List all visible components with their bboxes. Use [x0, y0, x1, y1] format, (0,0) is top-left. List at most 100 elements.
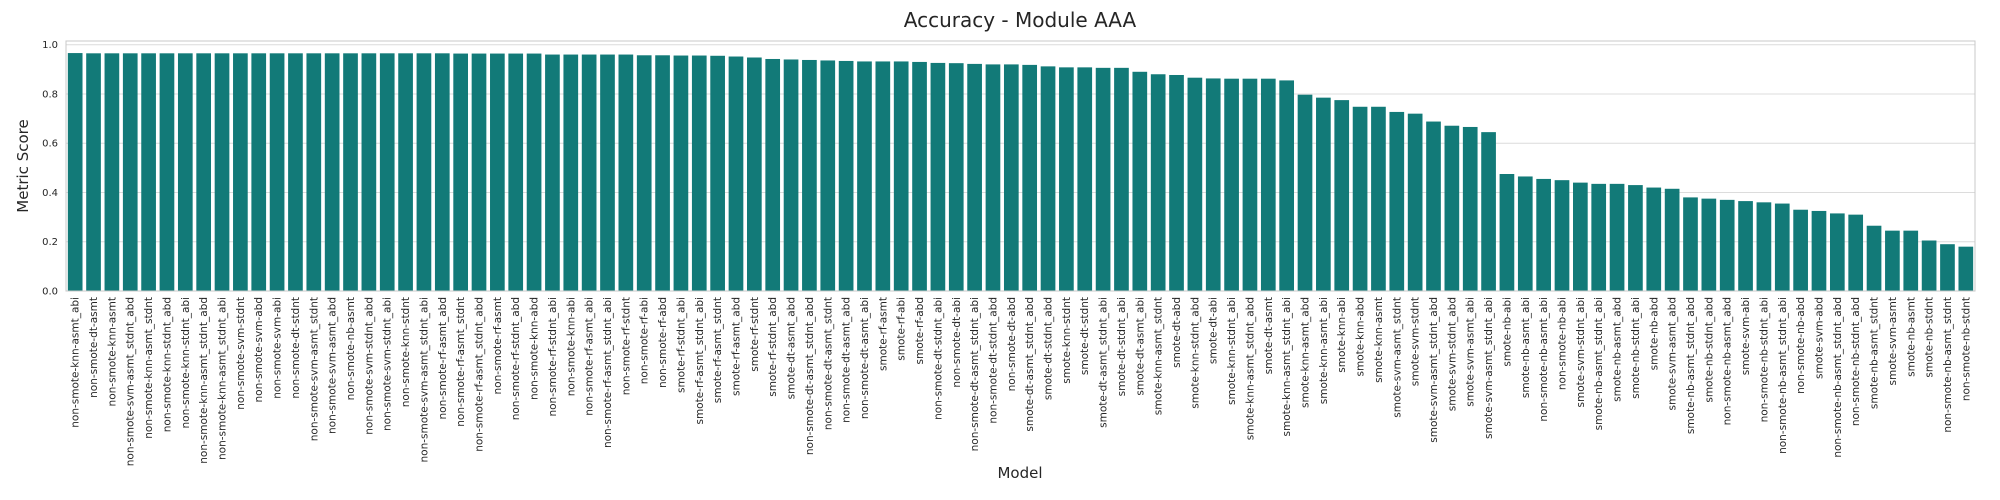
bar [1352, 106, 1368, 291]
x-tick-label: non-smote-knn-asmt_stdnt_abd [198, 297, 210, 464]
x-tick-label: smote-rf-abd [914, 297, 926, 364]
x-tick-label: smote-nb-stdnt_abi [1630, 297, 1642, 399]
bar [1958, 246, 1974, 291]
bar [159, 53, 175, 291]
bar [1554, 180, 1570, 291]
bar [1022, 64, 1038, 291]
y-tick-label: 1.0 [42, 40, 58, 51]
bar [251, 53, 267, 291]
x-tick-label: smote-rf-stdnt_abd [767, 297, 779, 397]
bar [122, 53, 138, 291]
x-tick-label: non-smote-rf-asmt_stdnt [455, 297, 467, 427]
bar [471, 53, 487, 291]
bar [875, 61, 891, 292]
x-tick-label: non-smote-rf-asmt_stdnt_abi [602, 297, 614, 448]
x-tick-label: non-smote-rf-asmt [492, 297, 504, 395]
x-tick-label: non-smote-svm-asmt_abd [327, 297, 339, 434]
x-tick-label: smote-svm-asmt_abi [1465, 297, 1477, 407]
x-tick-label: non-smote-knn-asmt_abi [70, 297, 82, 428]
bar [324, 53, 340, 291]
bar [857, 61, 872, 292]
x-tick-label: smote-knn-asmt_stdnt [1153, 297, 1165, 415]
bar [1903, 230, 1919, 291]
x-tick-label: non-smote-nb-stdnt_abi [1758, 297, 1770, 422]
x-tick-label: smote-knn-stdnt_abi [1226, 297, 1238, 405]
bar [1260, 78, 1276, 292]
y-tick-label: 0.4 [42, 188, 58, 199]
x-tick-label: non-smote-knn-stdnt_abi [180, 297, 192, 428]
x-tick-label: non-smote-svm-asmt_stdnt_abd [125, 297, 137, 466]
bar [1279, 80, 1295, 291]
x-tick-label: non-smote-svm-abi [272, 297, 284, 399]
x-tick-label: smote-dt-stdnt [1079, 297, 1091, 375]
bar [1848, 214, 1864, 291]
x-tick-label: smote-knn-abd [1355, 297, 1367, 376]
bar [453, 53, 468, 291]
bar [912, 61, 927, 291]
x-tick-label: smote-dt-asmt_abd [786, 297, 798, 399]
bar [930, 62, 946, 292]
bar [1242, 78, 1258, 292]
x-tick-label: smote-nb-asmt_stdnt_abi [1593, 297, 1605, 430]
x-tick-label: non-smote-nb-asmt_stdnt [1942, 297, 1954, 433]
bar [233, 53, 248, 291]
bar [177, 53, 193, 291]
x-tick-label: smote-svm-stdnt_abi [1575, 297, 1587, 407]
bar [948, 63, 964, 292]
bar [655, 55, 670, 292]
x-tick-label: smote-nb-asmt_abi [1520, 297, 1532, 398]
bar [379, 53, 395, 291]
bar [1169, 74, 1184, 292]
x-tick-label: smote-svm-stdnt [1410, 297, 1422, 386]
bar [1371, 106, 1386, 291]
x-tick-label: non-smote-dt-asmt_stdnt_abd [804, 297, 816, 455]
x-tick-label: smote-dt-asmt_stdnt_abd [1024, 297, 1036, 432]
x-tick-label: non-smote-nb-asmt_abi [1538, 297, 1550, 422]
x-tick-label: smote-knn-asmt_abd [1300, 297, 1312, 408]
bar [1573, 182, 1588, 291]
bar [1811, 210, 1827, 291]
bar [1187, 77, 1203, 291]
x-tick-label: smote-rf-stdnt_abi [675, 297, 687, 393]
x-tick-label: non-smote-dt-asmt_stdnt [822, 297, 834, 430]
x-tick-label: smote-dt-asmt_stdnt_abi [1098, 297, 1110, 428]
x-tick-label: smote-svm-asmt_stdnt_abd [1428, 297, 1440, 443]
x-tick-label: smote-nb-abi [1501, 297, 1513, 367]
x-tick-label: non-smote-knn-abi [565, 297, 577, 396]
y-tick-label: 0.6 [42, 139, 58, 150]
bar [618, 54, 634, 291]
bar [1517, 176, 1533, 291]
bar [1628, 185, 1643, 291]
x-tick-label: non-smote-dt-abd [1006, 297, 1018, 391]
bar [416, 53, 432, 291]
x-tick-label: smote-knn-asmt_stdnt_abd [1244, 297, 1256, 440]
x-tick-label: non-smote-nb-abd [1795, 297, 1807, 394]
bar [141, 53, 156, 291]
x-tick-label: non-smote-knn-stdnt [400, 297, 412, 407]
bar [1646, 187, 1662, 291]
bar [196, 53, 212, 291]
x-tick-label: non-smote-rf-abd [657, 297, 669, 388]
x-tick-label: smote-svm-abi [1740, 297, 1752, 375]
x-tick-label: smote-svm-asmt [1887, 297, 1899, 385]
bar [728, 56, 744, 291]
x-tick-label: non-smote-dt-asmt_abi [859, 297, 871, 419]
y-tick-label: 0.2 [42, 237, 58, 248]
x-tick-label: non-smote-knn-asmt_stdnt [143, 297, 155, 439]
bar [269, 53, 285, 291]
bar [1407, 113, 1423, 291]
bar [1866, 225, 1882, 291]
bar [1756, 202, 1772, 291]
bar [802, 59, 817, 292]
x-tick-label: smote-dt-abi [1208, 297, 1220, 364]
bar [545, 54, 560, 291]
bar [967, 63, 982, 291]
x-tick-label: smote-knn-asmt_stdnt_abi [1281, 297, 1293, 436]
x-tick-label: smote-svm-asmt_stdnt [1391, 297, 1403, 418]
bar [1095, 67, 1111, 291]
bar [1003, 64, 1019, 291]
x-tick-label: non-smote-dt-stdnt_abi [932, 297, 944, 420]
y-tick-label: 0.0 [42, 287, 58, 298]
x-tick-label: smote-rf-stdnt [749, 297, 761, 372]
x-tick-label: non-smote-nb-asmt_abd [1722, 297, 1734, 425]
